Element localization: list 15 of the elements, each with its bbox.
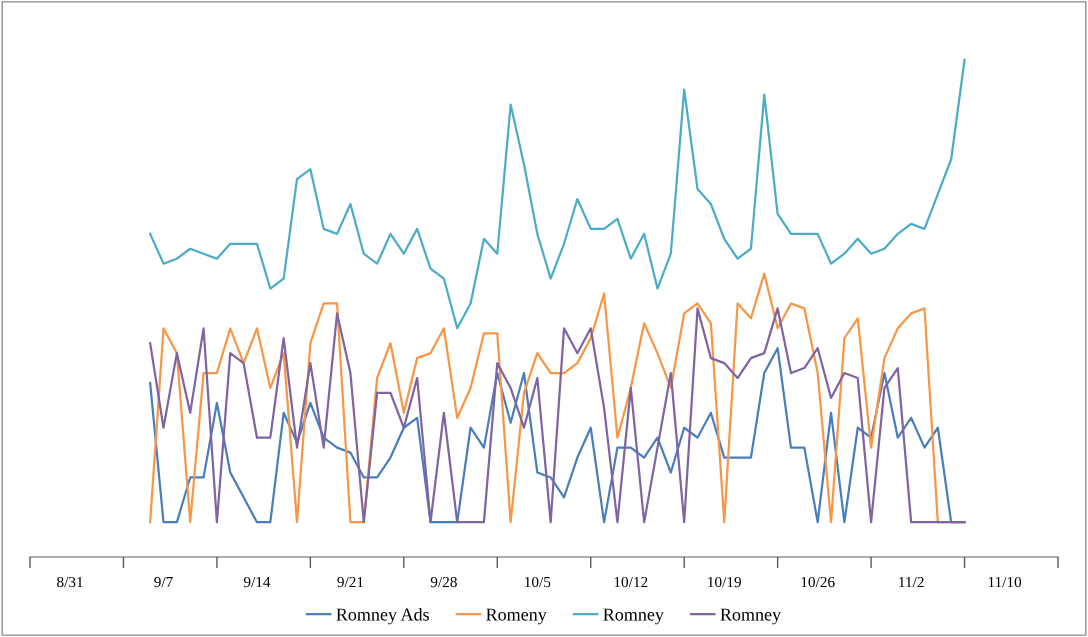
- legend-label: Romeny: [486, 608, 547, 625]
- x-tick-label: 10/26: [801, 576, 835, 588]
- x-tick-label: 9/28: [430, 576, 457, 588]
- legend-label: Romney Ads: [336, 607, 429, 625]
- x-tick-label: 8/31: [57, 576, 83, 588]
- x-tick-label: 9/7: [154, 576, 173, 588]
- x-tick-label: 9/14: [243, 576, 271, 588]
- x-tick-label: 11/10: [988, 576, 1022, 588]
- legend-label: Romney: [603, 608, 664, 625]
- x-tick-label: 10/12: [614, 576, 648, 588]
- x-tick-label: 9/21: [337, 576, 364, 588]
- legend-label: Romney: [720, 608, 782, 625]
- x-tick-label: 11/2: [899, 576, 924, 588]
- x-tick-label: 10/5: [525, 576, 551, 588]
- x-tick-label: 10/19: [708, 576, 742, 588]
